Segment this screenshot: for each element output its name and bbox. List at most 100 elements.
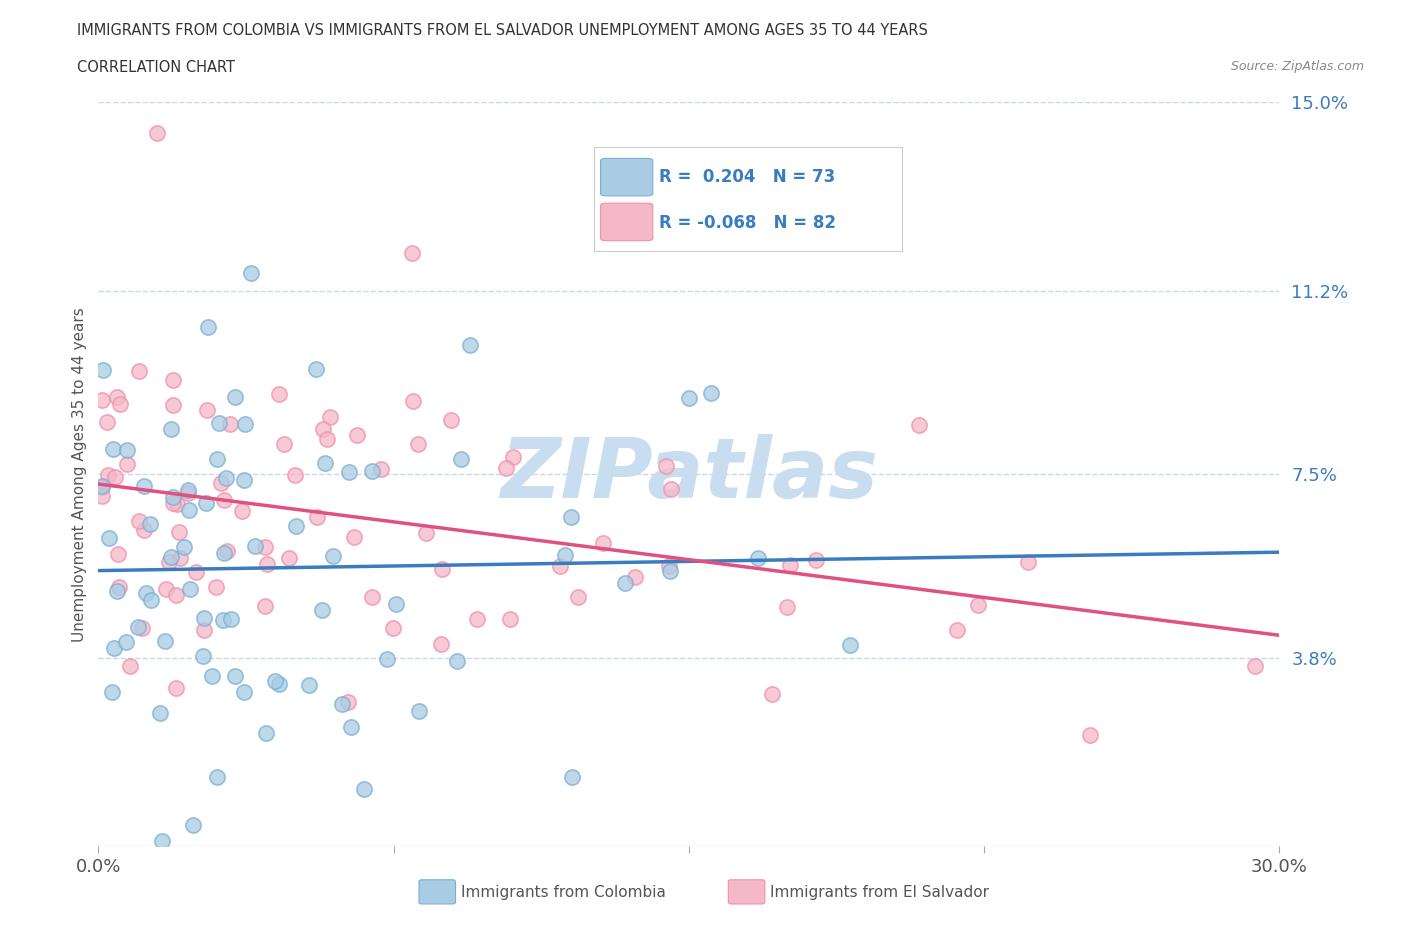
Point [908, 417, 931, 432]
Point [838, 638, 860, 653]
Point [305, 361, 328, 376]
Point [209, 475, 232, 490]
Point [253, 539, 276, 554]
Point [340, 719, 363, 734]
Point [655, 459, 678, 474]
Point [104, 470, 127, 485]
Point [177, 485, 200, 500]
Point [195, 402, 218, 417]
Point [155, 634, 177, 649]
Point [779, 558, 801, 573]
Point [205, 579, 228, 594]
Point [179, 582, 201, 597]
Point [108, 397, 131, 412]
Point [219, 611, 242, 626]
Point [108, 579, 131, 594]
Point [307, 510, 329, 525]
Point [406, 436, 429, 451]
Point [311, 602, 333, 617]
Point [343, 530, 366, 545]
Point [101, 684, 124, 699]
Point [160, 421, 183, 436]
Point [614, 575, 637, 590]
Point [761, 687, 783, 702]
Point [401, 394, 423, 409]
Point [205, 769, 228, 784]
Point [98, 530, 121, 545]
Point [499, 612, 522, 627]
Point [195, 496, 218, 511]
Point [218, 417, 240, 432]
Point [215, 471, 238, 485]
Point [132, 478, 155, 493]
Point [319, 410, 342, 425]
Point [105, 390, 128, 405]
Point [316, 432, 339, 446]
Point [162, 398, 184, 413]
Point [678, 391, 700, 405]
Point [184, 565, 207, 579]
Point [135, 586, 157, 601]
Point [131, 620, 153, 635]
Point [560, 510, 582, 525]
Point [128, 513, 150, 528]
Point [173, 539, 195, 554]
Point [91, 488, 114, 503]
Point [253, 599, 276, 614]
Point [115, 634, 138, 649]
Point [97, 467, 120, 482]
Point [224, 669, 246, 684]
Point [659, 482, 682, 497]
Point [430, 561, 453, 576]
Point [440, 413, 463, 428]
Point [495, 460, 517, 475]
Point [502, 450, 524, 465]
Point [166, 497, 188, 512]
Point [208, 416, 231, 431]
Point [430, 637, 453, 652]
Point [155, 581, 177, 596]
Point [215, 544, 238, 559]
Point [554, 548, 576, 563]
Point [93, 363, 115, 378]
Point [385, 597, 408, 612]
Point [458, 337, 481, 352]
Text: CORRELATION CHART: CORRELATION CHART [77, 60, 235, 75]
Point [658, 564, 681, 578]
Point [267, 386, 290, 401]
Point [115, 457, 138, 472]
Point [212, 493, 235, 508]
Point [91, 392, 114, 407]
Point [322, 549, 344, 564]
Point [150, 834, 173, 849]
Point [127, 619, 149, 634]
Point [139, 517, 162, 532]
Point [128, 364, 150, 379]
Point [267, 677, 290, 692]
Point [243, 538, 266, 553]
Point [314, 455, 336, 470]
Point [264, 674, 287, 689]
Point [212, 545, 235, 560]
Point [205, 451, 228, 466]
Point [298, 678, 321, 693]
Point [115, 442, 138, 457]
Point [592, 536, 614, 551]
Point [179, 502, 201, 517]
Point [623, 569, 645, 584]
Point [162, 489, 184, 504]
Point [401, 246, 423, 260]
Point [337, 464, 360, 479]
Point [132, 523, 155, 538]
Point [361, 590, 384, 604]
Point [353, 782, 375, 797]
Point [330, 697, 353, 711]
Text: Immigrants from El Salvador: Immigrants from El Salvador [770, 885, 990, 900]
Point [1017, 554, 1039, 569]
Point [193, 611, 215, 626]
Point [277, 550, 299, 565]
Point [446, 654, 468, 669]
Point [201, 669, 224, 684]
Point [560, 769, 582, 784]
Point [256, 556, 278, 571]
